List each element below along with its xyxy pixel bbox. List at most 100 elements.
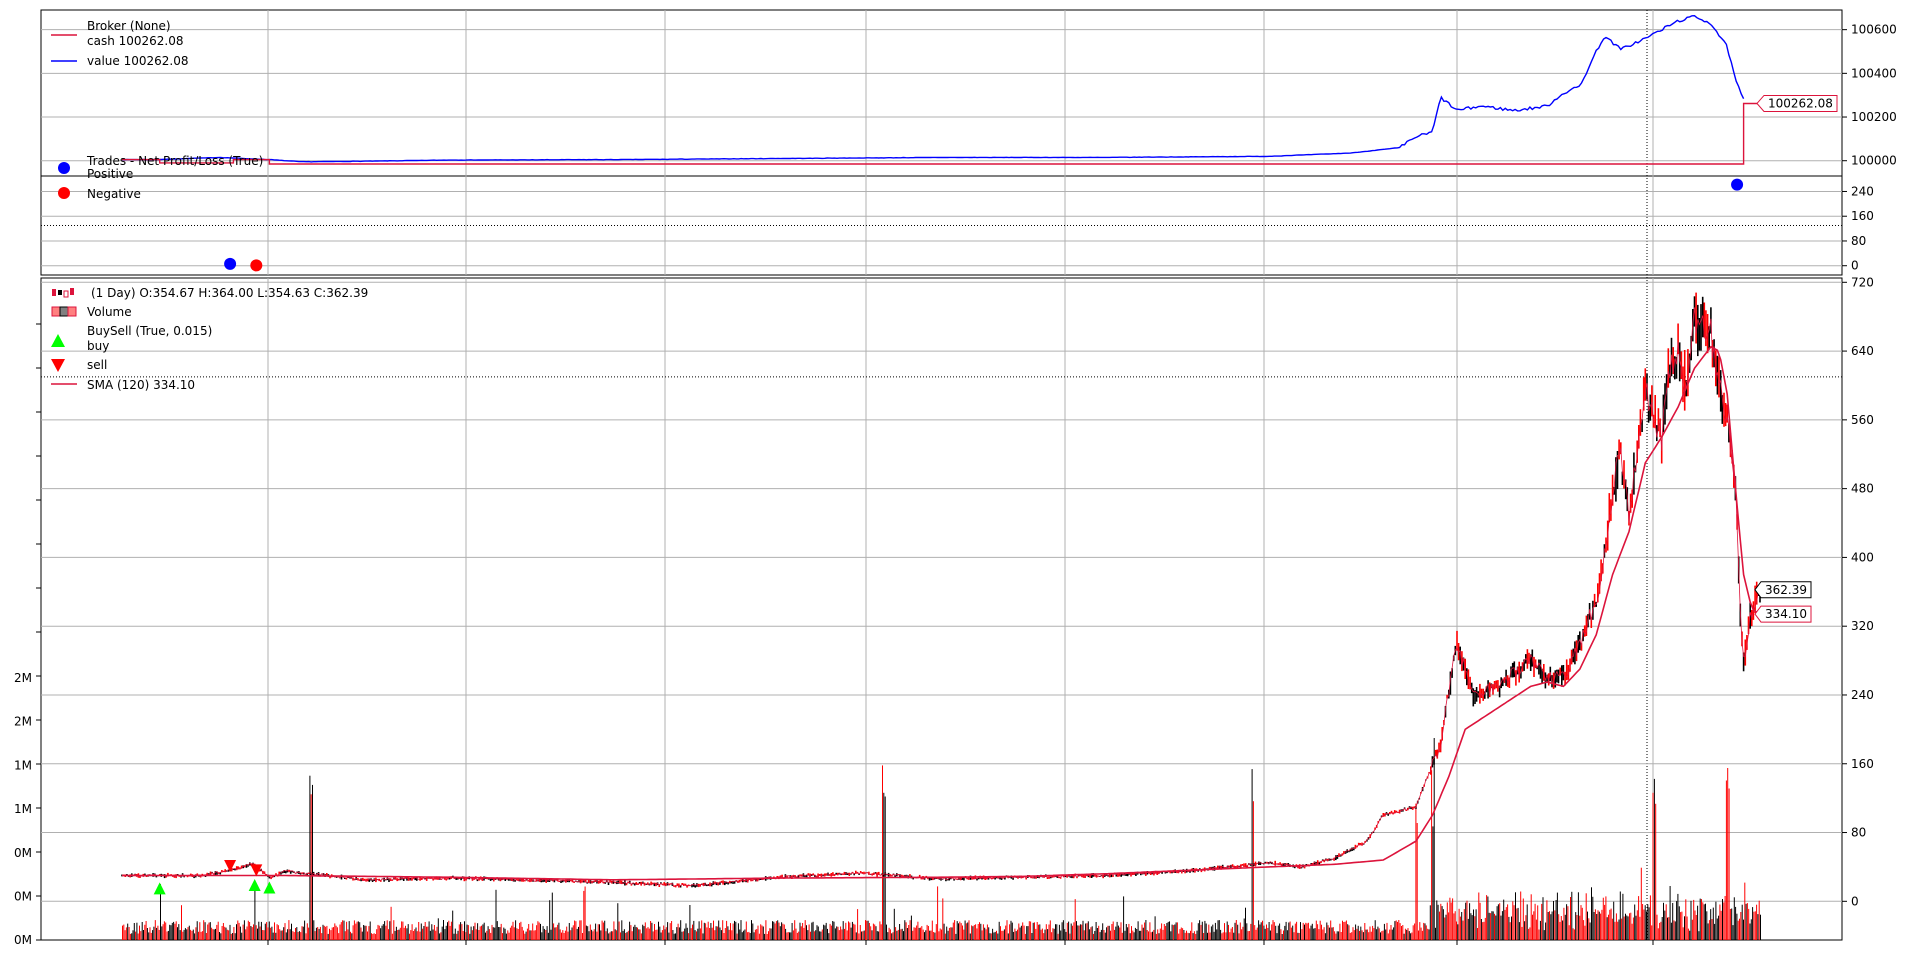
volume-bar xyxy=(777,920,779,940)
volume-bar xyxy=(495,889,497,940)
volume-bar xyxy=(1115,926,1117,940)
volume-bar xyxy=(986,924,988,940)
volume-bar xyxy=(1108,925,1110,940)
volume-bar xyxy=(609,932,611,940)
volume-bar xyxy=(1053,928,1055,940)
volume-bar xyxy=(758,933,760,940)
volume-bar xyxy=(1214,922,1216,940)
volume-bar xyxy=(247,920,249,940)
volume-bar xyxy=(1241,929,1243,940)
volume-bar xyxy=(1753,911,1755,940)
volume-bar xyxy=(1513,905,1515,940)
volume-bar xyxy=(1394,921,1396,940)
volume-bar xyxy=(1622,893,1624,940)
volume-bar xyxy=(1015,931,1017,940)
volume-bar xyxy=(554,927,556,940)
volume-bar xyxy=(533,930,535,940)
volume-bar xyxy=(689,905,691,940)
volume-bar xyxy=(1359,930,1360,940)
volume-bar xyxy=(959,921,961,940)
volume-bar xyxy=(1740,912,1742,940)
volume-bar xyxy=(1057,933,1059,940)
volume-bar xyxy=(407,924,409,940)
volume-bar xyxy=(1503,899,1505,940)
volume-bar xyxy=(452,910,454,940)
volume-bar xyxy=(1145,920,1147,940)
volume-bar xyxy=(726,920,728,940)
volume-bar xyxy=(1218,920,1220,940)
broker-last-value-tag-box xyxy=(1756,94,1838,112)
volume-bar xyxy=(494,927,496,940)
volume-bar xyxy=(1216,929,1218,940)
volume-bar xyxy=(623,929,625,940)
volume-bar xyxy=(672,930,674,940)
volume-bar xyxy=(1644,905,1646,940)
volume-bar xyxy=(1689,930,1691,940)
volume-bar xyxy=(1096,928,1098,940)
volume-bar xyxy=(1086,923,1088,940)
volume-bar xyxy=(1153,929,1155,940)
volume-bar xyxy=(816,925,818,940)
volume-bar xyxy=(357,921,359,940)
volume-bar xyxy=(706,927,708,940)
volume-bar xyxy=(720,930,722,940)
volume-bar xyxy=(333,927,334,940)
volume-bar xyxy=(969,933,971,940)
volume-bar xyxy=(688,933,690,940)
volume-bar xyxy=(996,930,997,940)
volume-bar xyxy=(1592,896,1594,940)
volume-bar xyxy=(774,923,776,940)
volume-bar xyxy=(505,933,507,940)
volume-bar xyxy=(1024,933,1026,940)
volume-bar xyxy=(245,929,247,940)
volume-bar xyxy=(1538,929,1540,940)
volume-bar xyxy=(585,925,587,940)
volume-bar xyxy=(655,929,657,940)
volume-bar xyxy=(579,920,581,940)
volume-bar xyxy=(578,926,579,940)
volume-bar xyxy=(1107,925,1109,940)
volume-bar xyxy=(1201,921,1203,940)
volume-bar xyxy=(879,921,881,940)
volume-bar xyxy=(1305,922,1307,940)
volume-bar xyxy=(492,927,494,940)
volume-bar xyxy=(512,921,514,940)
volume-bar xyxy=(1030,921,1032,940)
volume-bar xyxy=(1068,921,1070,940)
volume-bar xyxy=(862,931,864,940)
volume-y-tick-label: 0M xyxy=(14,933,32,947)
volume-bar xyxy=(673,933,675,940)
volume-bar xyxy=(253,924,254,940)
volume-bar xyxy=(445,925,447,940)
volume-bar xyxy=(823,924,825,940)
volume-bar xyxy=(1642,904,1644,940)
volume-bar xyxy=(1332,927,1334,940)
broker-panel-frame xyxy=(40,9,1843,177)
volume-bar xyxy=(958,923,959,940)
volume-bar xyxy=(1533,911,1535,940)
volume-bar xyxy=(201,931,203,940)
volume-bar xyxy=(693,920,695,940)
volume-bar xyxy=(1238,933,1240,940)
volume-bar xyxy=(260,921,262,940)
volume-bar xyxy=(205,933,207,940)
volume-bar xyxy=(791,923,793,940)
volume-bar xyxy=(563,933,565,940)
volume-bar xyxy=(1268,922,1270,940)
volume-bar xyxy=(388,929,389,940)
volume-bar xyxy=(534,930,536,940)
volume-bar xyxy=(883,792,885,940)
volume-bar xyxy=(576,928,578,940)
volume-bar xyxy=(1264,928,1266,940)
volume-bar xyxy=(1127,927,1129,940)
volume-bar xyxy=(1003,929,1005,940)
volume-bar xyxy=(757,925,759,940)
volume-bar xyxy=(939,928,941,940)
volume-bar xyxy=(643,926,645,940)
volume-bar xyxy=(1606,917,1608,940)
volume-bar xyxy=(909,920,911,940)
volume-bar xyxy=(971,925,973,940)
volume-bar xyxy=(528,924,530,940)
volume-bar xyxy=(154,920,156,940)
